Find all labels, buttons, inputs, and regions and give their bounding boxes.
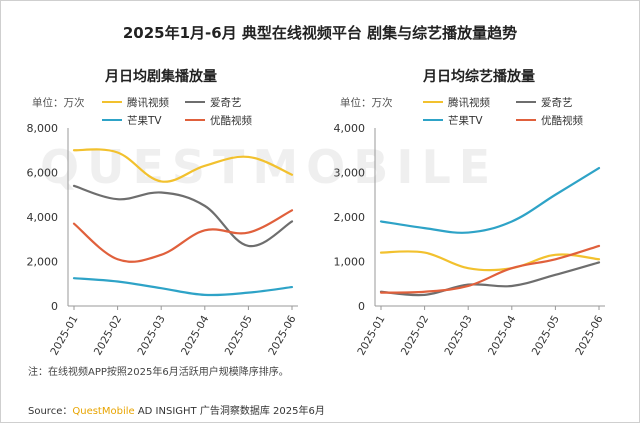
right-x-tick-label: 2025-02 [399,314,431,358]
legend-swatch [102,119,122,121]
legend-label: 腾讯视频 [448,97,490,109]
left-series-line [72,148,294,183]
left-x-tick-label: 2025-01 [48,314,80,358]
left-y-tick-label: 6,000 [27,167,59,180]
right-chart-title: 月日均综艺播放量 [423,69,535,85]
legend-item-tencent: 腾讯视频 [423,95,490,110]
left-y-tick-label: 8,000 [27,122,59,135]
right-y-tick-label: 3,000 [334,167,366,180]
right-y-tick-label: 1,000 [334,256,366,269]
source-prefix: Source： [28,406,73,417]
right-x-tick-label: 2025-04 [486,313,518,357]
right-series-line [379,166,601,234]
legend-item-mango: 芒果TV [102,113,162,128]
left-series-line [72,277,294,297]
page-title: 2025年1月-6月 典型在线视频平台 剧集与综艺播放量趋势 [122,24,518,42]
legend-label: 腾讯视频 [127,97,169,109]
left-series-line [72,209,294,263]
left-y-tick-label: 0 [51,300,58,313]
right-series-line [379,244,601,294]
legend-label: 芒果TV [127,115,162,127]
legend-swatch [185,101,205,103]
legend-item-youku: 优酷视频 [516,113,583,128]
legend-swatch [516,119,536,121]
legend-item-iqiyi: 爱奇艺 [516,95,573,110]
right-x-tick-label: 2025-03 [442,314,474,358]
watermark: QUESTMOBILE [40,140,499,194]
right-chart-unit: 单位：万次 [340,97,393,109]
legend-item-youku: 优酷视频 [185,113,252,128]
footnote: 注：在线视频APP按照2025年6月活跃用户规模降序排序。 [28,367,289,378]
legend-label: 芒果TV [448,115,483,127]
left-x-tick-label: 2025-06 [266,313,298,357]
legend-label: 爱奇艺 [210,97,242,109]
left-x-tick-label: 2025-03 [135,314,167,358]
legend-swatch [102,101,122,103]
left-x-tick-label: 2025-05 [223,314,255,358]
right-series-line [379,250,601,272]
legend-swatch [423,101,443,103]
source-suffix: AD INSIGHT 广告洞察数据库 2025年6月 [134,406,325,417]
left-x-tick-label: 2025-04 [179,313,211,357]
legend-label: 优酷视频 [541,115,583,127]
right-series-line [379,261,601,297]
left-x-tick-label: 2025-02 [92,314,124,358]
legend-item-iqiyi: 爱奇艺 [185,95,242,110]
right-x-tick-label: 2025-05 [530,314,562,358]
legend-item-tencent: 腾讯视频 [102,95,169,110]
legend-swatch [185,119,205,121]
legend-swatch [423,119,443,121]
legend-swatch [516,101,536,103]
left-chart-unit: 单位：万次 [32,97,85,109]
right-x-tick-label: 2025-06 [573,313,605,357]
right-y-tick-label: 2,000 [334,211,366,224]
right-x-tick-label: 2025-01 [355,314,387,358]
source-line: Source：QuestMobile AD INSIGHT 广告洞察数据库 20… [28,402,325,417]
left-y-tick-label: 4,000 [27,211,59,224]
left-series-line [72,184,294,248]
source-brand: QuestMobile [72,406,135,417]
left-y-tick-label: 2,000 [27,256,59,269]
right-y-tick-label: 4,000 [334,122,366,135]
legend-label: 爱奇艺 [541,97,573,109]
left-chart-title: 月日均剧集播放量 [105,69,217,85]
legend-item-mango: 芒果TV [423,113,483,128]
legend-label: 优酷视频 [210,115,252,127]
right-y-tick-label: 0 [358,300,365,313]
